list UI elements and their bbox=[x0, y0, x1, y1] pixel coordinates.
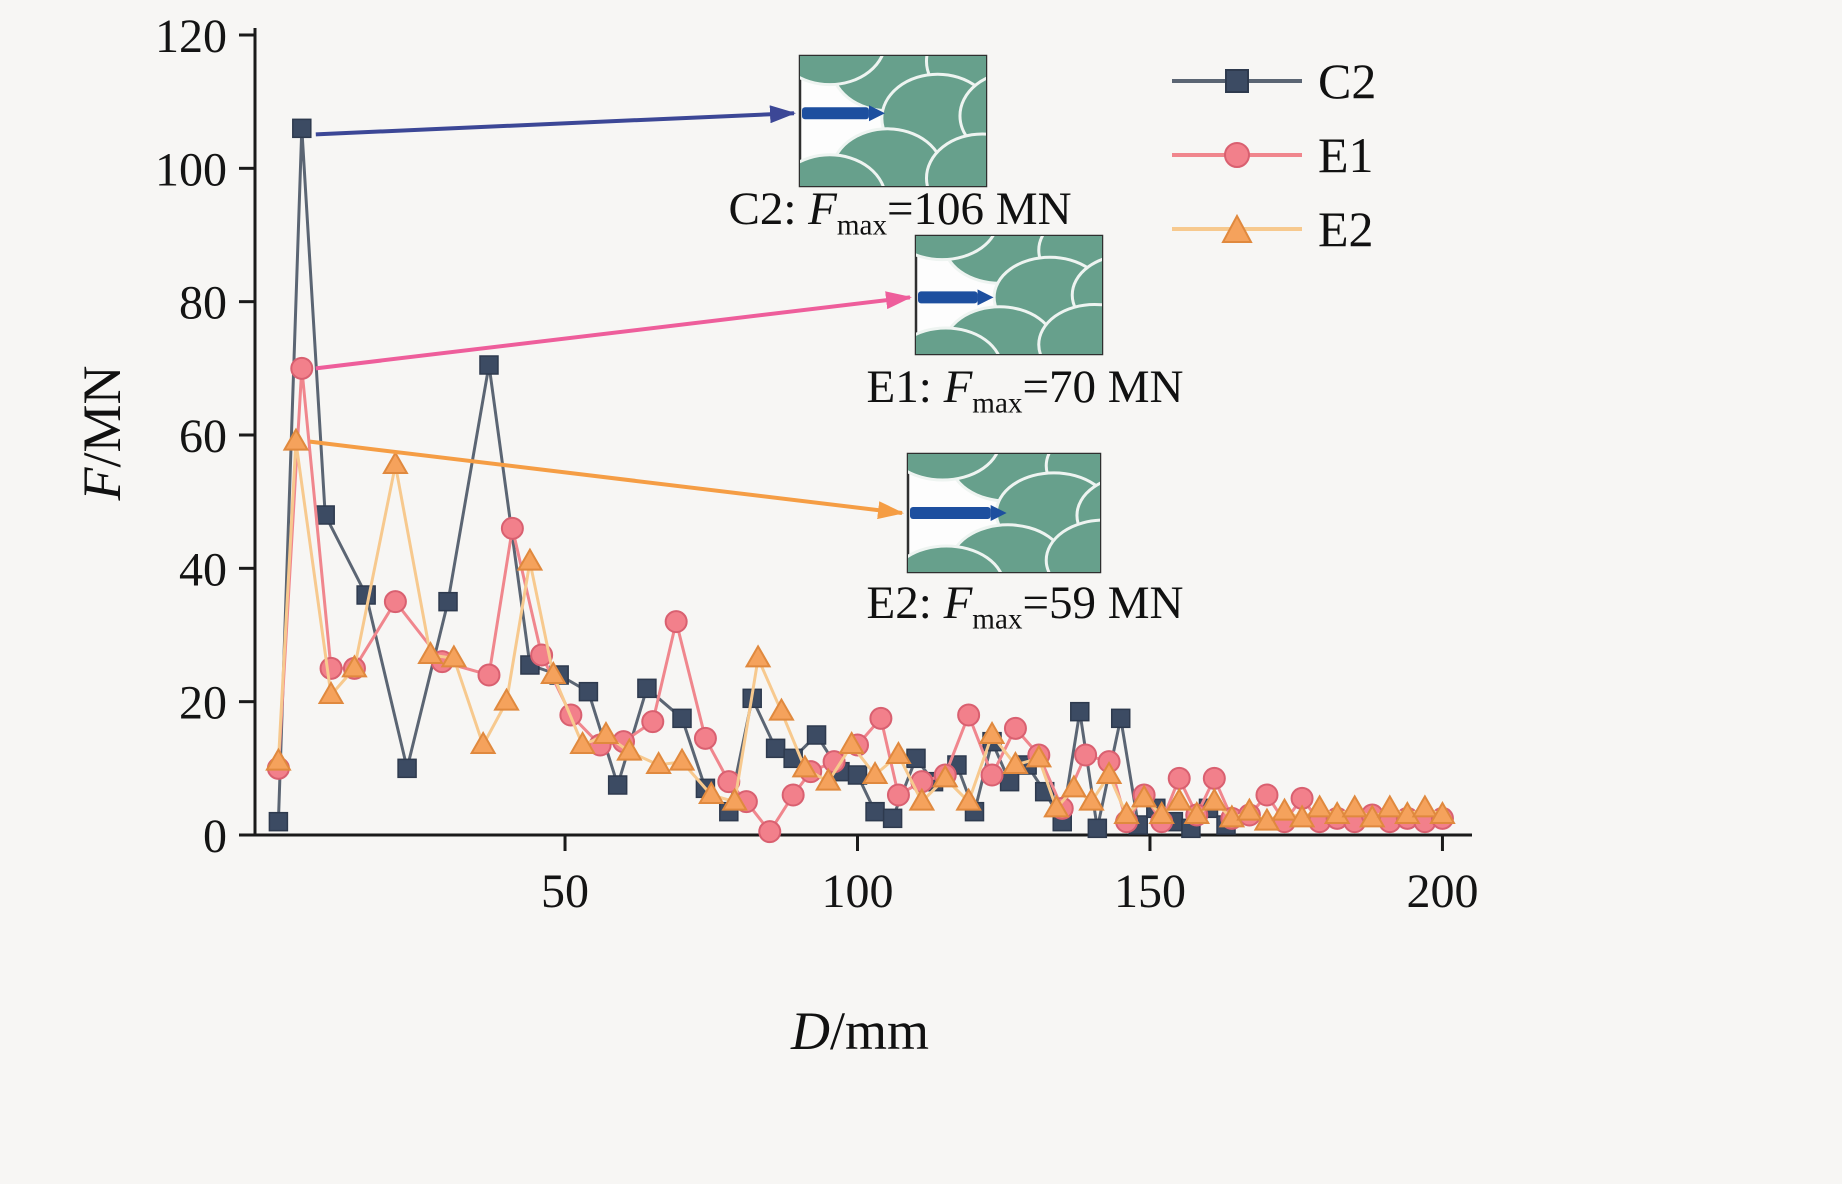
x-axis-label-symbol: D bbox=[790, 1001, 830, 1061]
circle-marker-icon bbox=[1224, 142, 1250, 168]
annotation-c2-prefix: C2: bbox=[728, 183, 809, 235]
annotation-e2-fmax: E2: Fmax=59 MN bbox=[867, 576, 1184, 636]
svg-text:150: 150 bbox=[1114, 865, 1186, 918]
svg-text:20: 20 bbox=[179, 677, 227, 730]
svg-text:120: 120 bbox=[155, 10, 227, 63]
x-axis-label: D/mm bbox=[760, 1000, 960, 1062]
legend-row-e2: E2 bbox=[1172, 192, 1376, 266]
svg-text:200: 200 bbox=[1406, 865, 1478, 918]
svg-text:60: 60 bbox=[179, 410, 227, 463]
y-axis-label-unit: /MN bbox=[72, 365, 132, 468]
annotation-e2-subscript: max bbox=[972, 603, 1023, 636]
square-marker-icon bbox=[1225, 69, 1249, 93]
legend: C2 E1 E2 bbox=[1172, 44, 1376, 266]
legend-swatch-e1 bbox=[1172, 142, 1302, 168]
legend-label-e2: E2 bbox=[1318, 201, 1374, 257]
x-axis-label-unit: /mm bbox=[829, 1001, 929, 1061]
annotation-e1-fmax: E1: Fmax=70 MN bbox=[867, 360, 1184, 420]
annotation-e2-symbol: F bbox=[943, 577, 973, 629]
svg-text:40: 40 bbox=[179, 543, 227, 596]
svg-text:100: 100 bbox=[155, 143, 227, 196]
annotation-e1-value: =70 MN bbox=[1022, 361, 1184, 413]
triangle-marker-icon bbox=[1221, 213, 1253, 243]
legend-label-e1: E1 bbox=[1318, 127, 1374, 183]
legend-swatch-e2 bbox=[1172, 213, 1302, 243]
annotation-c2-symbol: F bbox=[808, 183, 837, 235]
legend-label-c2: C2 bbox=[1318, 53, 1377, 109]
y-axis-label: F/MN bbox=[71, 313, 133, 553]
annotation-e1-prefix: E1: bbox=[866, 361, 944, 413]
legend-swatch-c2 bbox=[1172, 69, 1302, 93]
annotation-e2-value: =59 MN bbox=[1022, 577, 1184, 629]
annotation-c2-subscript: max bbox=[836, 209, 888, 242]
annotation-e1-symbol: F bbox=[943, 361, 973, 413]
svg-text:80: 80 bbox=[179, 277, 227, 330]
svg-text:50: 50 bbox=[541, 865, 589, 918]
annotation-e1-subscript: max bbox=[972, 387, 1023, 420]
y-axis-label-symbol: F bbox=[72, 467, 132, 501]
annotation-c2-value: =106 MN bbox=[887, 183, 1072, 235]
svg-text:0: 0 bbox=[203, 810, 227, 863]
legend-row-c2: C2 bbox=[1172, 44, 1376, 118]
annotation-c2-fmax: C2: Fmax=106 MN bbox=[728, 182, 1071, 242]
legend-row-e1: E1 bbox=[1172, 118, 1376, 192]
svg-text:100: 100 bbox=[822, 865, 894, 918]
annotation-e2-prefix: E2: bbox=[866, 577, 944, 629]
